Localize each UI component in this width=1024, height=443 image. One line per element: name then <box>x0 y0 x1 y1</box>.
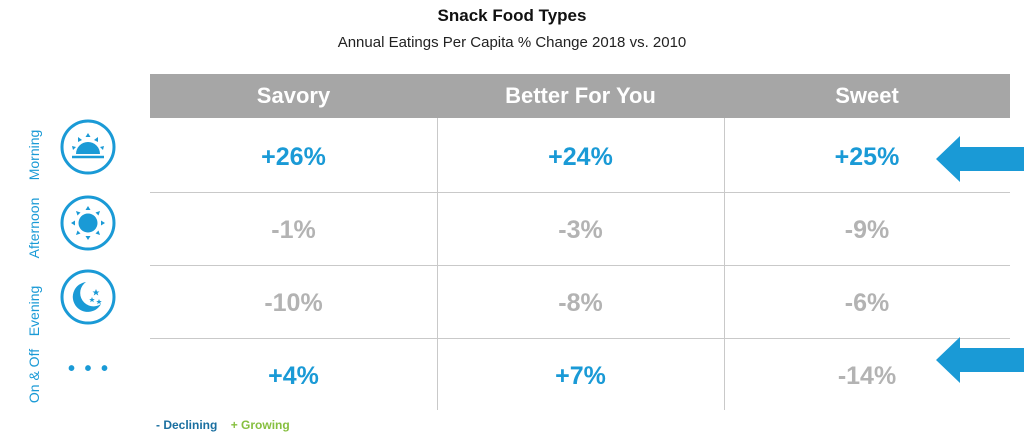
chart-title: Snack Food Types <box>437 6 587 25</box>
sunrise-icon <box>60 119 116 175</box>
moon-stars-icon <box>60 269 116 325</box>
sun-icon <box>60 195 116 251</box>
row-divider <box>150 192 1010 193</box>
table-cell: +26% <box>261 143 326 171</box>
chart-subtitle: Annual Eatings Per Capita % Change 2018 … <box>337 34 687 51</box>
table-cell: +7% <box>555 362 606 390</box>
column-header-sweet: Sweet <box>835 83 899 108</box>
column-divider <box>437 118 438 410</box>
highlight-arrow-morning <box>936 136 1024 182</box>
table-cell: +25% <box>834 143 900 171</box>
row-label-evening: Evening <box>26 285 42 337</box>
column-header-better-for-you: Better For You <box>505 83 656 108</box>
table-cell: -1% <box>271 216 316 244</box>
legend: - Declining + Growing <box>156 418 290 432</box>
table-header-bar <box>150 74 1010 118</box>
table-cell: -14% <box>837 362 897 390</box>
legend-growing: + Growing <box>230 418 290 432</box>
table-cell: -3% <box>558 216 603 244</box>
table-cell: +4% <box>268 362 319 390</box>
highlight-arrow-on-off <box>936 337 1024 383</box>
table-cell: +24% <box>548 143 613 171</box>
row-label-on-off: On & Off <box>26 348 42 404</box>
table-cell: -9% <box>844 216 890 244</box>
table-cell: -10% <box>264 289 323 317</box>
row-label-morning: Morning <box>26 129 42 181</box>
row-divider <box>150 265 1010 266</box>
column-header-savory: Savory <box>256 83 331 108</box>
table-cell: -8% <box>558 289 603 317</box>
column-divider <box>724 118 725 410</box>
row-label-afternoon: Afternoon <box>26 197 42 259</box>
ellipsis-icon: • • • <box>67 358 111 380</box>
row-divider <box>150 338 1010 339</box>
table-cell: -6% <box>844 289 890 317</box>
legend-declining: - Declining <box>156 418 218 432</box>
